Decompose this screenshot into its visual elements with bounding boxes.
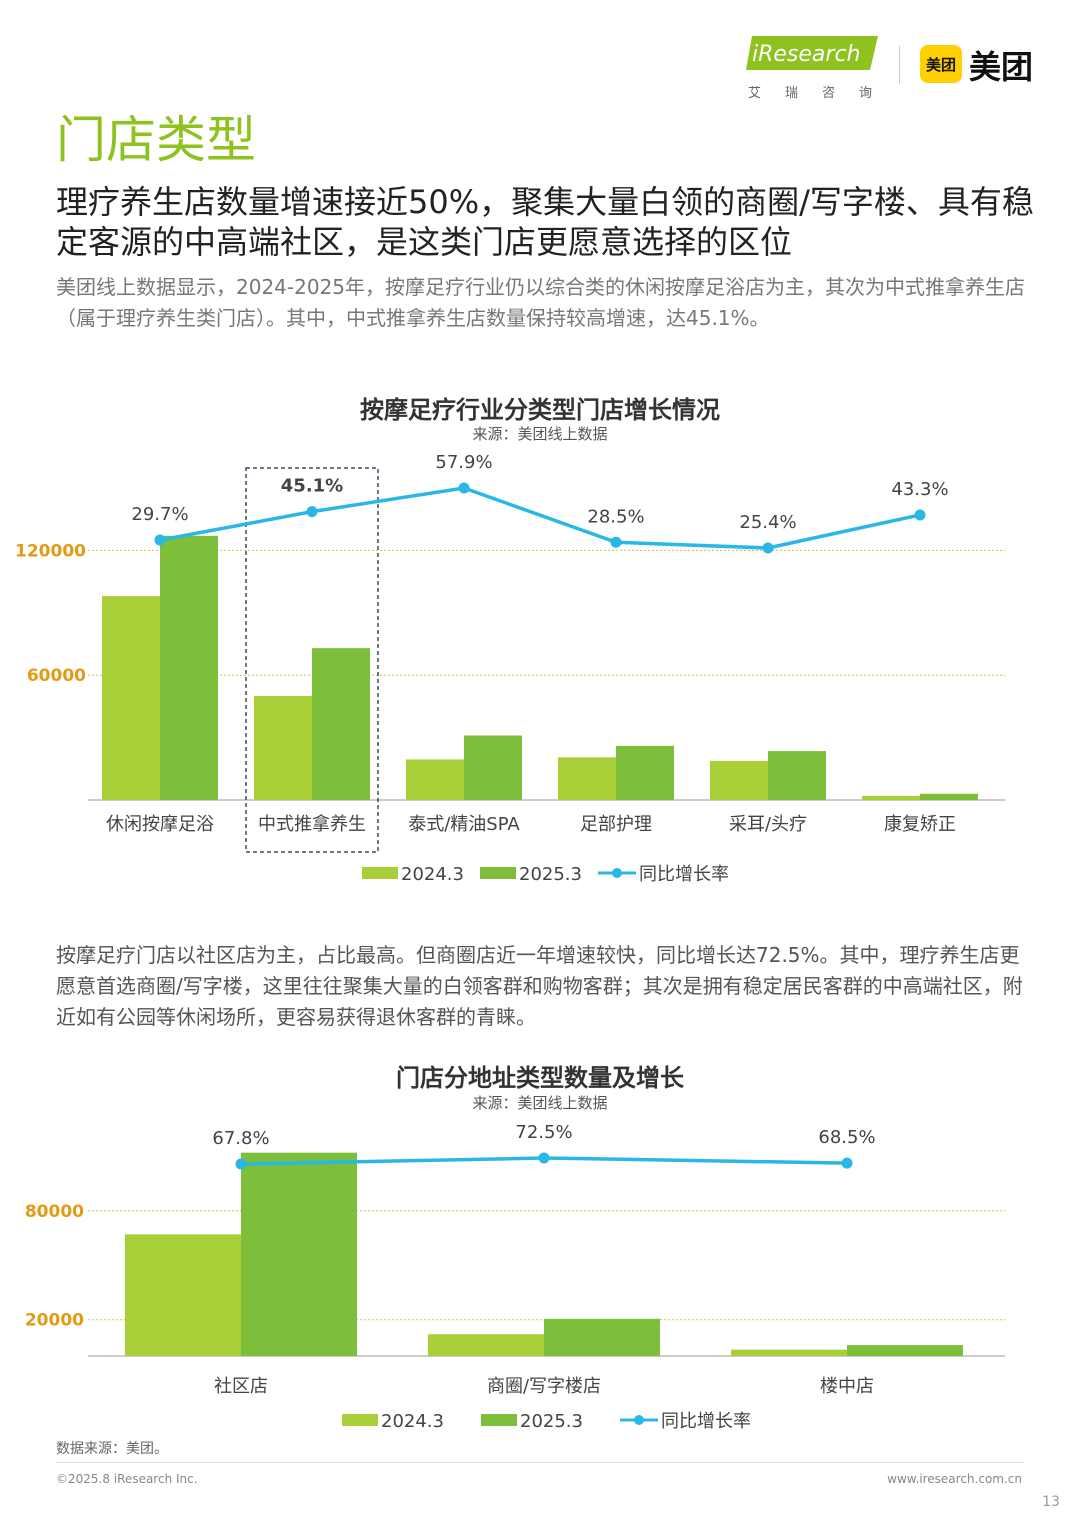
legend-swatch-2025.3	[481, 1414, 517, 1426]
iresearch-logo: iResearch	[746, 34, 878, 72]
x-category-label: 中式推拿养生	[258, 813, 366, 835]
y-tick-label: 120000	[15, 541, 86, 561]
chart2: 20000 80000 社区店 商圈/写字楼店 楼中店 67.8% 72.5% 68.5% 20…	[25, 1122, 1005, 1432]
growth-rate-label: 28.5%	[587, 506, 644, 527]
x-category-label: 康复矫正	[884, 814, 956, 835]
bar-2025.3	[847, 1345, 963, 1356]
page-title: 门店类型	[56, 111, 256, 169]
growth-rate-label: 68.5%	[818, 1127, 875, 1148]
meituan-logo-badge: 美团	[920, 45, 962, 83]
bar-2024.3	[428, 1334, 544, 1356]
growth-rate-point	[306, 506, 318, 518]
growth-rate-label: 45.1%	[281, 476, 343, 497]
bar-2025.3	[312, 648, 370, 800]
legend-label: 2025.3	[520, 1411, 583, 1432]
chart1-title: 按摩足疗行业分类型门店增长情况	[360, 396, 720, 424]
intro-paragraph: 美团线上数据显示，2024-2025年，按摩足疗行业仍以综合类的休闲按摩足浴店为…	[56, 275, 1026, 330]
bar-2024.3	[558, 757, 616, 800]
chart1: 60000 120000 休闲按摩足浴 中式推拿养生 泰式/精油SPA 足部护理 采耳/头疗…	[15, 452, 1005, 885]
bar-2025.3	[920, 793, 978, 800]
middle-paragraph: 按摩足疗门店以社区店为主，占比最高。但商圈店近一年增速较快，同比增长达72.5%…	[56, 943, 1023, 1029]
legend-label: 同比增长率	[661, 1411, 751, 1432]
x-category-label: 社区店	[214, 1376, 268, 1397]
legend-label: 同比增长率	[639, 864, 729, 885]
growth-rate-label: 72.5%	[515, 1122, 572, 1143]
chart1-source: 来源：美团线上数据	[472, 425, 608, 443]
bar-2024.3	[731, 1349, 847, 1356]
bar-2025.3	[241, 1152, 357, 1356]
data-source-note: 数据来源：美团。	[56, 1441, 168, 1457]
growth-rate-point	[914, 509, 926, 521]
legend-line-marker	[612, 868, 622, 878]
highlight-box	[245, 467, 379, 853]
growth-rate-label: 57.9%	[435, 452, 492, 473]
legend-label: 2024.3	[401, 864, 464, 885]
meituan-logo-text: 美团	[969, 48, 1034, 86]
chart2-source: 来源：美团线上数据	[472, 1094, 608, 1112]
y-tick-label: 80000	[25, 1202, 84, 1222]
iresearch-logo-text: iResearch	[752, 42, 861, 67]
bar-2024.3	[862, 795, 920, 800]
bar-2025.3	[768, 751, 826, 800]
bar-2024.3	[710, 760, 768, 800]
headline: 理疗养生店数量增速接近50%，聚集大量白领的商圈/写字楼、具有稳定客源的中高端社…	[56, 183, 1034, 261]
growth-rate-point	[154, 534, 166, 546]
chart2-title: 门店分地址类型数量及增长	[396, 1064, 684, 1092]
bar-2025.3	[464, 735, 522, 800]
bar-2024.3	[254, 696, 312, 800]
y-tick-label: 60000	[27, 666, 86, 686]
growth-rate-point	[762, 542, 774, 554]
iresearch-subtitle: 艾瑞咨询	[748, 86, 897, 101]
growth-rate-label: 29.7%	[131, 504, 188, 525]
x-category-label: 足部护理	[580, 814, 652, 835]
bar-2025.3	[160, 535, 218, 800]
growth-rate-point	[458, 482, 470, 494]
footer-divider	[56, 1462, 1024, 1463]
bar-2024.3	[102, 596, 160, 800]
growth-rate-point	[841, 1157, 853, 1169]
x-category-label: 楼中店	[820, 1376, 874, 1397]
website-link[interactable]: www.iresearch.com.cn	[887, 1472, 1022, 1486]
bar-2024.3	[406, 759, 464, 800]
y-tick-label: 20000	[25, 1311, 84, 1331]
x-category-label: 商圈/写字楼店	[487, 1376, 601, 1397]
growth-rate-point	[538, 1152, 550, 1164]
growth-rate-line	[159, 486, 921, 550]
x-category-label: 泰式/精油SPA	[408, 814, 520, 835]
growth-rate-point	[610, 536, 622, 548]
legend-swatch-2025.3	[480, 867, 516, 879]
growth-rate-label: 67.8%	[212, 1128, 269, 1149]
bar-2025.3	[616, 745, 674, 800]
growth-rate-point	[235, 1158, 247, 1170]
legend-swatch-2024.3	[342, 1414, 378, 1426]
legend-line-marker	[634, 1415, 644, 1425]
legend-label: 2025.3	[519, 864, 582, 885]
x-category-label: 休闲按摩足浴	[106, 814, 214, 835]
growth-rate-label: 43.3%	[891, 479, 948, 500]
legend-label: 2024.3	[381, 1411, 444, 1432]
growth-rate-label: 25.4%	[739, 512, 796, 533]
logo-divider	[899, 46, 900, 84]
bar-2024.3	[125, 1234, 241, 1356]
legend-swatch-2024.3	[362, 867, 398, 879]
x-category-label: 采耳/头疗	[729, 814, 807, 835]
page-number: 13	[1042, 1494, 1060, 1510]
bar-2025.3	[544, 1318, 660, 1356]
copyright: ©2025.8 iResearch Inc.	[56, 1472, 198, 1486]
